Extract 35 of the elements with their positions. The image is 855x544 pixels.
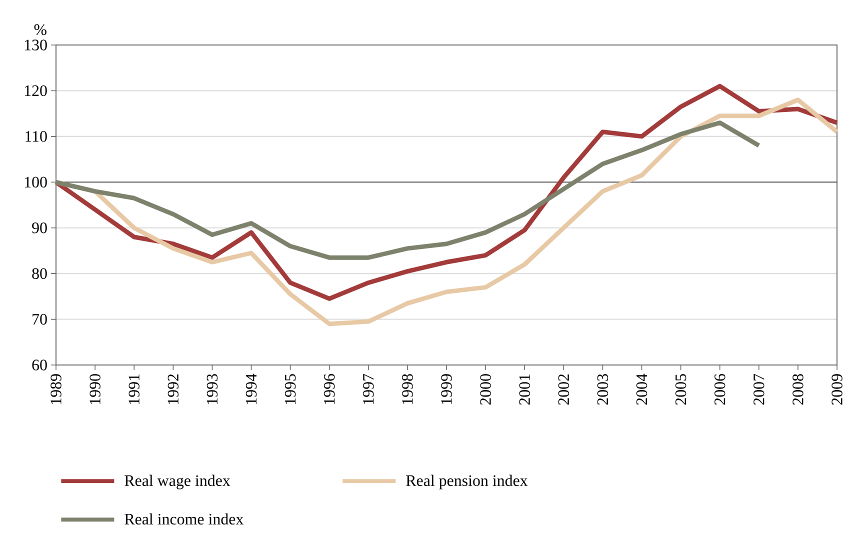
legend-label: Real pension index [406, 474, 528, 490]
x-tick-label: 1989 [50, 374, 62, 404]
y-tick-label: 120 [24, 85, 47, 96]
legend-label: Real wage index [124, 474, 230, 490]
x-tick-label: 1997 [363, 374, 374, 404]
x-tick-label: 1999 [441, 374, 452, 404]
x-tick-label: 2007 [754, 374, 764, 405]
x-tick-label: 2004 [636, 374, 648, 405]
x-tick-label: 1992 [168, 374, 179, 404]
x-tick-label: 1993 [206, 374, 218, 404]
legend-label: Real income index [124, 513, 244, 525]
x-tick-label: 2005 [675, 374, 686, 405]
y-axis-title: % [34, 24, 46, 36]
x-tick-label: 2009 [832, 374, 842, 405]
y-tick-label: 80 [32, 268, 47, 279]
y-tick-label: 100 [24, 176, 47, 188]
x-tick-label: 2003 [597, 374, 608, 405]
y-tick-label: 60 [32, 360, 47, 370]
x-tick-label: 2001 [519, 374, 530, 405]
x-tick-label: 1998 [402, 374, 413, 404]
x-tick-label: 1991 [128, 374, 140, 404]
x-tick-label: 2002 [558, 374, 570, 405]
y-tick-label: 70 [32, 314, 47, 325]
x-tick-label: 1990 [90, 374, 100, 404]
x-tick-label: 2000 [480, 374, 491, 405]
y-tick-label: 110 [26, 131, 47, 142]
y-tick-label: 90 [32, 222, 47, 234]
y-tick-label: 130 [24, 40, 47, 50]
x-tick-label: 2006 [714, 374, 726, 405]
x-tick-label: 2008 [792, 374, 804, 405]
x-tick-label: 1995 [284, 374, 296, 404]
x-tick-label: 1996 [324, 374, 335, 404]
x-tick-label: 1994 [246, 374, 257, 404]
line-series [54, 84, 840, 301]
line-series [54, 120, 762, 260]
